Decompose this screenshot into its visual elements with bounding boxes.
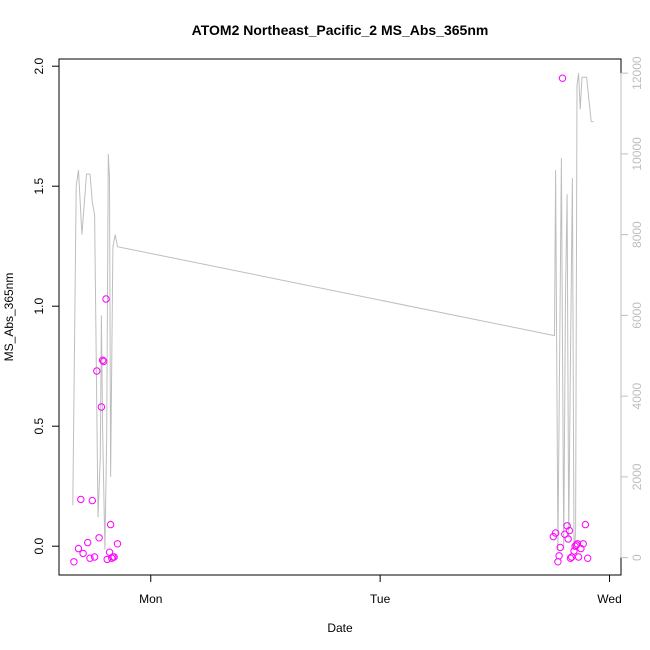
y-left-tick-label: 1.5 xyxy=(32,178,46,195)
data-point xyxy=(86,554,94,562)
data-point xyxy=(549,532,557,541)
data-point xyxy=(110,553,118,561)
y-right-tick-label: 0 xyxy=(630,554,644,561)
right-axis-series-line xyxy=(72,73,594,550)
y-right-tick-label: 2000 xyxy=(630,463,644,490)
y-left-tick-label: 1.0 xyxy=(32,298,46,315)
y-axis-label: MS_Abs_365nm xyxy=(2,273,16,362)
data-point xyxy=(563,522,571,530)
data-point xyxy=(574,553,583,561)
data-point xyxy=(79,549,87,558)
data-point xyxy=(113,540,122,548)
data-point xyxy=(90,553,99,561)
x-tick-label: Tue xyxy=(370,592,391,606)
data-point xyxy=(95,534,103,542)
data-point xyxy=(84,538,92,547)
series-line xyxy=(72,73,594,550)
data-point xyxy=(564,535,572,543)
x-axis-label: Date xyxy=(327,621,353,635)
x-tick-label: Mon xyxy=(139,592,162,606)
data-point xyxy=(566,554,575,562)
data-point xyxy=(100,357,108,366)
y-right-tick-label: 10000 xyxy=(630,137,644,171)
data-point xyxy=(577,544,585,553)
data-point xyxy=(74,544,83,553)
data-point xyxy=(551,529,560,537)
x-tick-label: Wed xyxy=(597,592,621,606)
data-point xyxy=(572,541,580,549)
y-axis-left: 0.0 0.5 1.0 1.5 2.0 xyxy=(32,58,60,555)
data-point xyxy=(98,356,107,364)
data-point xyxy=(579,540,587,548)
data-point xyxy=(555,552,563,560)
data-point xyxy=(556,543,564,552)
left-axis-series-points xyxy=(70,74,592,566)
data-point xyxy=(106,520,115,529)
data-point xyxy=(558,74,567,82)
y-right-tick-label: 12000 xyxy=(630,56,644,90)
x-axis: Mon Tue Wed xyxy=(139,574,622,606)
data-point xyxy=(93,367,101,375)
data-point xyxy=(581,520,590,529)
y-axis-right: 0 2000 4000 6000 8000 10000 12000 xyxy=(620,56,644,561)
y-right-tick-label: 8000 xyxy=(630,221,644,248)
data-point xyxy=(97,403,106,411)
chart-title: ATOM2 Northeast_Pacific_2 MS_Abs_365nm xyxy=(192,22,489,38)
data-point xyxy=(561,530,569,538)
data-point xyxy=(70,558,78,566)
plot-frame xyxy=(58,58,622,576)
data-point xyxy=(88,496,97,505)
y-right-tick-label: 6000 xyxy=(630,302,644,329)
data-point xyxy=(573,540,582,548)
data-point xyxy=(554,558,562,566)
data-point xyxy=(102,295,110,303)
data-point xyxy=(77,495,85,504)
data-point xyxy=(584,554,592,562)
y-right-tick-label: 4000 xyxy=(630,382,644,409)
y-left-tick-label: 2.0 xyxy=(32,58,46,75)
data-point xyxy=(565,526,574,535)
y-left-tick-label: 0.5 xyxy=(32,418,46,435)
y-left-tick-label: 0.0 xyxy=(32,538,46,555)
